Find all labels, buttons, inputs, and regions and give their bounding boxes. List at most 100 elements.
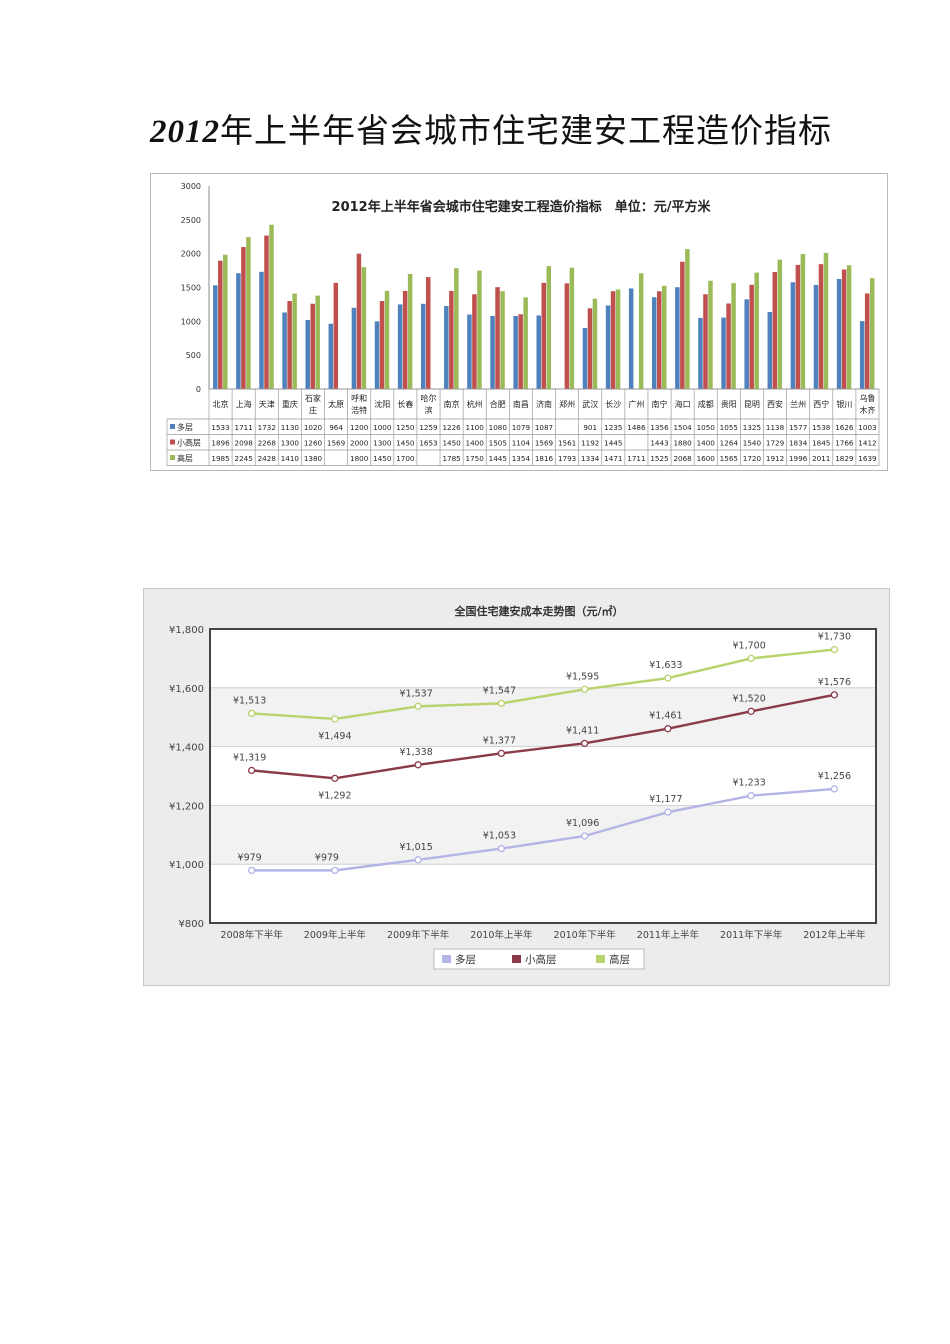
bar-多层 xyxy=(374,321,380,389)
table-value: 1639 xyxy=(858,454,877,463)
bar-高层 xyxy=(592,298,598,389)
bar-小高层 xyxy=(795,264,801,389)
data-label: ¥1,494 xyxy=(318,731,351,742)
bar-多层 xyxy=(536,315,541,389)
data-point-高层 xyxy=(414,702,422,710)
bar-多层 xyxy=(351,307,357,389)
data-point-小高层 xyxy=(747,707,755,715)
table-value: 1720 xyxy=(743,454,762,463)
table-value: 1533 xyxy=(211,423,229,432)
x-category-label: 乌鲁 xyxy=(859,393,875,403)
x-category-label: 银川 xyxy=(836,399,852,409)
y-tick-label: 2000 xyxy=(181,250,201,259)
bar-高层 xyxy=(269,224,274,389)
bar-高层 xyxy=(315,295,320,389)
y-tick-label: 1500 xyxy=(181,284,201,293)
table-value: 1538 xyxy=(812,423,831,432)
table-value: 1138 xyxy=(766,423,785,432)
bar-小高层 xyxy=(449,290,454,389)
legend-label: 小高层 xyxy=(525,953,557,966)
bar-小高层 xyxy=(841,269,847,389)
bar-高层 xyxy=(754,272,759,389)
x-category-label: 长春 xyxy=(397,399,413,409)
table-value: 2098 xyxy=(235,439,254,448)
data-point-多层 xyxy=(497,844,506,853)
y-tick-label: ¥1,200 xyxy=(169,801,204,812)
data-label: ¥1,411 xyxy=(566,725,599,736)
data-point-小高层 xyxy=(247,766,256,775)
table-value: 1450 xyxy=(373,454,392,463)
bar-多层 xyxy=(467,314,472,389)
x-tick-label: 2010年上半年 xyxy=(470,929,533,941)
bar-高层 xyxy=(846,265,852,389)
x-category-label: 杭州 xyxy=(467,399,483,409)
x-category-label: 浩特 xyxy=(351,405,367,415)
bar-多层 xyxy=(721,317,726,389)
bar-小高层 xyxy=(564,283,570,389)
table-value: 1996 xyxy=(789,454,808,463)
x-category-label: 上海 xyxy=(236,399,252,409)
legend-label: 高层 xyxy=(609,953,630,966)
bar-多层 xyxy=(444,306,449,389)
data-label: ¥1,177 xyxy=(649,794,682,805)
bar-高层 xyxy=(523,297,528,389)
bar-小高层 xyxy=(518,314,523,389)
table-value: 1766 xyxy=(835,439,854,448)
bar-小高层 xyxy=(310,303,315,389)
y-tick-label: ¥1,600 xyxy=(169,684,204,695)
x-category-label: 南宁 xyxy=(652,399,668,409)
chart-title: 2012年上半年省会城市住宅建安工程造价指标 单位：元/平方米 xyxy=(332,199,712,215)
table-value: 1600 xyxy=(697,454,716,463)
data-label: ¥1,096 xyxy=(566,818,599,829)
legend-key-多层 xyxy=(170,424,175,429)
x-category-label: 贵阳 xyxy=(721,399,737,409)
bar-小高层 xyxy=(333,282,339,389)
y-tick-label: ¥1,000 xyxy=(169,860,204,871)
y-tick-label: ¥800 xyxy=(179,919,204,930)
x-category-label: 海口 xyxy=(675,399,691,409)
data-label: ¥1,292 xyxy=(318,790,351,801)
x-category-label: 太原 xyxy=(328,399,344,409)
bar-chart-panel: 2012年上半年省会城市住宅建安工程造价指标 单位：元/平方米 0 500 1000 1… xyxy=(150,173,888,471)
table-value: 1732 xyxy=(258,423,276,432)
table-value: 1100 xyxy=(466,423,485,432)
plot-border xyxy=(209,628,877,924)
bar-小高层 xyxy=(472,294,477,389)
bar-小高层 xyxy=(241,247,246,389)
data-label: ¥1,513 xyxy=(233,695,266,706)
document-title-year: 2012 xyxy=(150,114,220,150)
bar-高层 xyxy=(869,278,875,389)
bar-高层 xyxy=(823,252,829,389)
data-point-小高层 xyxy=(664,725,672,733)
bar-多层 xyxy=(628,288,634,389)
bar-多层 xyxy=(790,282,796,389)
bar-高层 xyxy=(638,273,644,389)
document-title-text: 年上半年省会城市住宅建安工程造价指标 xyxy=(220,111,832,150)
x-category-label: 庄 xyxy=(309,405,317,415)
data-label: ¥979 xyxy=(315,852,339,863)
bar-小高层 xyxy=(425,277,431,389)
data-point-多层 xyxy=(747,792,755,800)
data-label: ¥1,053 xyxy=(483,831,516,842)
table-value: 1380 xyxy=(304,454,323,463)
x-category-label: 南京 xyxy=(444,399,460,409)
table-value: 964 xyxy=(329,423,343,432)
table-value: 2245 xyxy=(235,454,253,463)
table-value: 1079 xyxy=(512,423,531,432)
legend-label: 多层 xyxy=(177,422,193,432)
bar-小高层 xyxy=(772,272,778,389)
bar-高层 xyxy=(777,259,783,389)
table-value: 1880 xyxy=(673,439,692,448)
bar-高层 xyxy=(569,267,575,389)
bar-多层 xyxy=(698,317,703,389)
bar-小高层 xyxy=(356,253,362,389)
bar-小高层 xyxy=(703,294,708,389)
plot-band xyxy=(210,805,876,865)
bar-高层 xyxy=(685,249,690,389)
legend-key-高层 xyxy=(596,955,605,963)
table-value: 1325 xyxy=(743,423,761,432)
table-value: 2428 xyxy=(258,454,277,463)
bar-小高层 xyxy=(218,260,223,389)
legend-label: 小高层 xyxy=(177,438,201,448)
table-value: 901 xyxy=(583,423,597,432)
